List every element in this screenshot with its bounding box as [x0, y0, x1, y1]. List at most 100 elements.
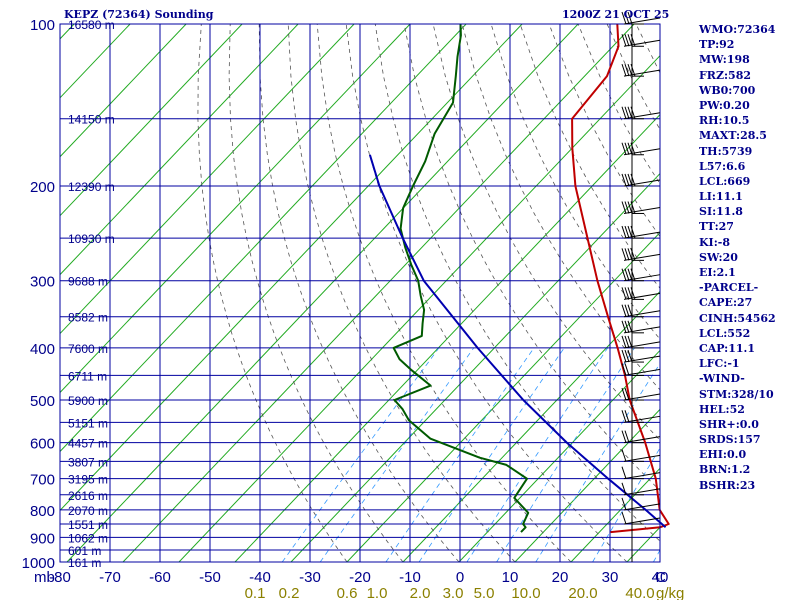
index-item: LI:11.1	[699, 190, 743, 204]
isotherm-line	[795, 24, 800, 562]
index-item: EHI:0.0	[699, 448, 747, 462]
mixing-ratio-label: 0.6	[337, 585, 358, 600]
index-item: STM:328/10	[699, 387, 774, 401]
temperature-tick-label: 20	[552, 569, 569, 586]
height-label: 4457 m	[68, 437, 108, 451]
mixing-ratio-line	[466, 347, 609, 562]
height-label: 14150 m	[68, 113, 115, 127]
indices-panel: WMO:72364 TP:92 MW:198 FRZ:582 WB0:700 PW:0.2…	[699, 22, 776, 493]
dewpoint-trace	[392, 23, 530, 533]
wind-barb	[621, 268, 661, 282]
temperature-tick-label: 10	[502, 569, 519, 586]
height-label: 7600 m	[68, 342, 108, 356]
plot-frame	[59, 23, 661, 563]
isotherm-line	[60, 24, 299, 276]
isotherm-line	[60, 24, 523, 512]
temperature-tick-label: -80	[49, 569, 71, 586]
isotherm-line	[570, 467, 660, 562]
isotherm-line	[60, 24, 187, 158]
mixing-ratio-label: 5.0	[474, 585, 495, 600]
isotherm-line	[60, 24, 243, 217]
isotherm-line	[122, 24, 635, 562]
grid-layer	[0, 24, 800, 562]
wind-barb	[621, 363, 661, 376]
index-item: TH:5739	[699, 144, 753, 158]
dry-adiabat	[345, 24, 628, 562]
index-item: BRN:1.2	[699, 463, 751, 477]
dry-adiabat	[374, 24, 660, 542]
wind-barb	[621, 387, 661, 401]
wind-barb	[621, 34, 661, 47]
index-item: -WIND-	[699, 372, 745, 386]
isotherm-line	[60, 24, 131, 99]
isotherm-line	[402, 290, 660, 562]
wind-barb	[621, 11, 661, 25]
pressure-tick-label: 300	[30, 274, 55, 291]
wind-barb	[621, 449, 661, 462]
isotherm-line	[458, 349, 660, 562]
mixing-ratio-line	[418, 347, 565, 562]
pressure-tick-label: 900	[30, 530, 55, 547]
height-label: 2070 m	[68, 504, 108, 518]
wind-barb	[621, 497, 661, 511]
index-item: LCL:669	[699, 174, 751, 188]
pressure-tick-label: 600	[30, 436, 55, 453]
mixing-ratio-label: 20.0	[568, 585, 597, 600]
wind-barb	[621, 248, 661, 261]
isotherm-line	[290, 172, 660, 562]
index-item: FRZ:582	[699, 68, 752, 82]
mixing-ratio-label: 2.0	[410, 585, 431, 600]
temperature-tick-label: -20	[349, 569, 371, 586]
dry-adiabat	[258, 24, 460, 562]
wind-barb	[621, 287, 661, 300]
height-label: 12390 m	[68, 180, 115, 194]
index-item: -PARCEL-	[699, 281, 759, 295]
temperature-tick-label: 0	[456, 569, 464, 586]
temperature-tick-label: -40	[249, 569, 271, 586]
index-item: TP:92	[699, 38, 735, 52]
temperature-tick-label: -30	[299, 569, 321, 586]
isotherm-line	[66, 24, 579, 562]
height-label: 8582 m	[68, 311, 108, 325]
height-label: 1062 m	[68, 531, 108, 545]
index-item: CINH:54562	[699, 311, 776, 325]
temperature-tick-label: -50	[199, 569, 221, 586]
height-label: 3807 m	[68, 455, 108, 469]
isotherm-line	[60, 24, 355, 335]
index-item: LCL:552	[699, 326, 751, 340]
mixing-ratio-line	[535, 362, 660, 562]
mixing-ratio-label: 3.0	[443, 585, 464, 600]
pressure-unit-label: mb	[34, 569, 55, 586]
index-item: KI:-8	[699, 235, 730, 249]
mixing-ratio-line	[281, 347, 440, 562]
isotherm-line	[346, 231, 660, 562]
wind-barb	[621, 430, 661, 444]
dry-adiabat	[781, 24, 800, 562]
isotherm-line	[0, 24, 18, 562]
mixing-ratio-unit: g/kg	[656, 585, 684, 600]
height-label: 161 m	[68, 556, 101, 570]
index-item: RH:10.5	[699, 114, 750, 128]
wind-barb	[621, 482, 661, 496]
temperature-tick-label: -70	[99, 569, 121, 586]
height-label: 3195 m	[68, 473, 108, 487]
height-label: 2616 m	[68, 489, 108, 503]
pressure-tick-label: 400	[30, 341, 55, 358]
wind-barbs	[621, 11, 661, 562]
dry-adiabat	[197, 24, 348, 562]
mixing-ratio-line	[496, 347, 635, 562]
height-label: 5151 m	[68, 416, 108, 430]
height-label: 601 m	[68, 544, 101, 558]
index-item: TT:27	[699, 220, 734, 234]
pressure-tick-label: 1000	[22, 555, 55, 572]
height-label: 6711 m	[68, 369, 107, 383]
wind-barb	[621, 142, 661, 156]
height-label: 1551 m	[68, 518, 108, 532]
mixing-ratio-label: 0.1	[245, 585, 266, 600]
wind-barb	[621, 466, 661, 480]
temperature-tick-label: 30	[602, 569, 619, 586]
height-label: 16580 m	[68, 18, 115, 32]
wind-barb	[621, 201, 661, 214]
